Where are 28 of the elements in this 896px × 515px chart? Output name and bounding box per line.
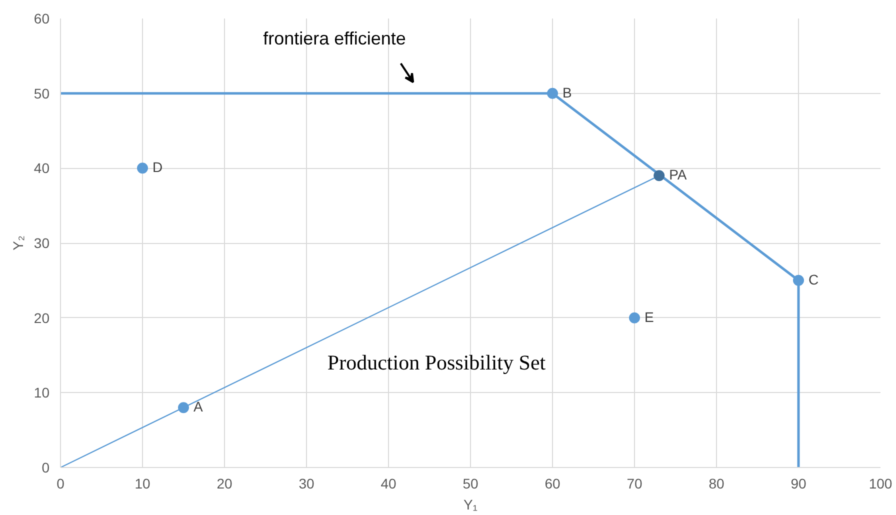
y-tick-label: 10 (34, 384, 50, 401)
x-tick-label: 30 (298, 476, 314, 492)
x-tick-label: 50 (462, 476, 478, 492)
y-tick-label: 50 (34, 85, 50, 102)
x-tick-label: 70 (626, 476, 642, 492)
x-tick-label: 60 (544, 476, 560, 492)
y-tick-label: 0 (42, 460, 50, 476)
x-tick-label: 0 (56, 476, 65, 492)
annotation: frontiera efficiente (263, 28, 406, 48)
x-tick-label: 80 (708, 476, 724, 492)
y-tick-label: 60 (34, 10, 50, 26)
series-label: E (644, 308, 654, 325)
series-label: B (562, 84, 572, 100)
x-tick-label: 90 (790, 476, 806, 492)
x-axis-title: Y₁ (463, 496, 478, 512)
y-tick-label: 20 (34, 310, 50, 326)
x-tick-label: 10 (134, 476, 150, 492)
series-label: C (808, 271, 819, 288)
series-label: PA (669, 166, 688, 183)
series-label: D (152, 159, 163, 176)
y-tick-label: 30 (34, 235, 50, 251)
x-tick-label: 100 (868, 476, 892, 492)
x-tick-label: 20 (216, 476, 232, 492)
x-tick-label: 40 (380, 476, 396, 492)
series-label: A (194, 398, 204, 415)
annotation: Production Possibility Set (327, 350, 546, 374)
y-axis-title: Y₂ (10, 236, 26, 250)
y-tick-label: 40 (34, 160, 50, 176)
